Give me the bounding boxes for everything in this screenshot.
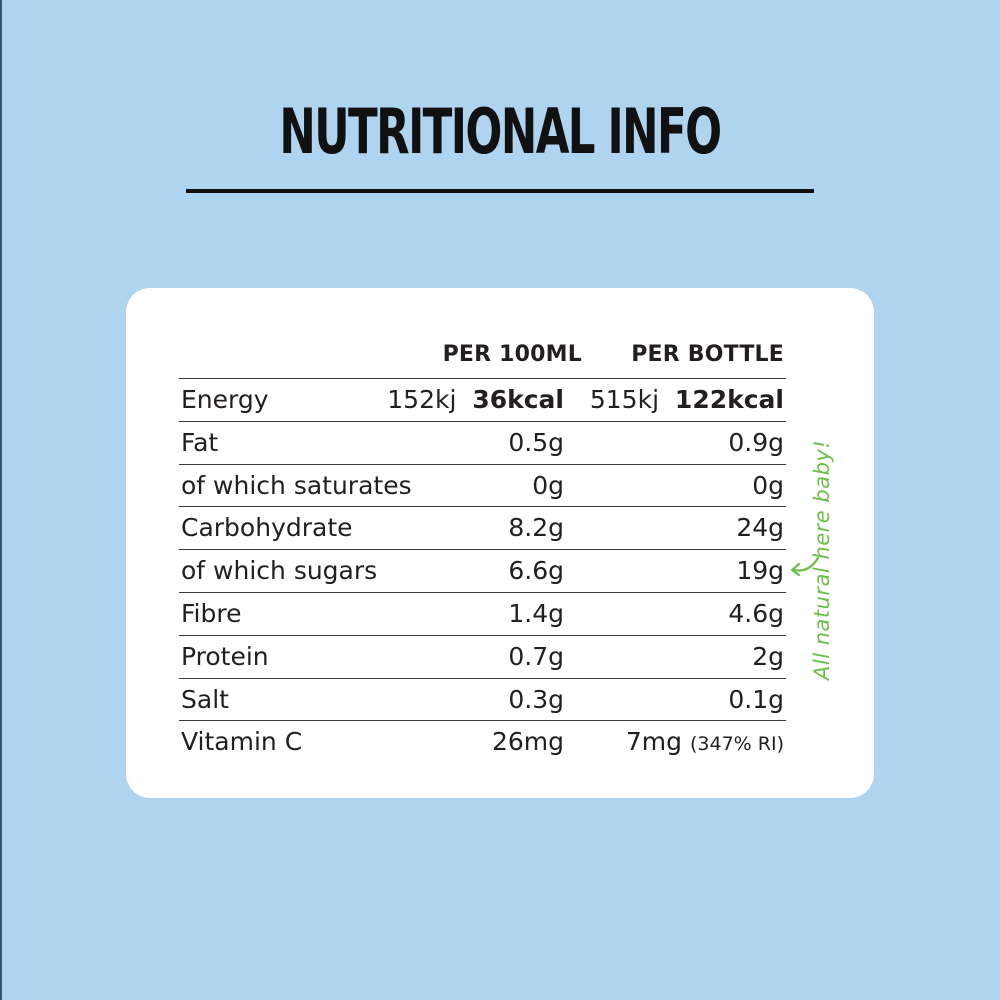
row-label: Fibre — [181, 598, 242, 628]
table-row-fat: Fat 0.5g 0.9g — [179, 420, 786, 464]
table-row-vitamin-c: Vitamin C 26mg 7mg (347% RI) — [179, 720, 786, 763]
table-row-fibre: Fibre 1.4g 4.6g — [179, 591, 786, 635]
value-per-100ml: 0g — [532, 470, 564, 500]
value-per-bottle: 0g — [752, 470, 784, 500]
table-row-protein: Protein 0.7g 2g — [179, 634, 786, 678]
row-label: of which saturates — [181, 470, 412, 500]
row-label: Energy — [181, 385, 269, 414]
value-per-100ml: 0.3g — [508, 684, 564, 714]
arrow-icon — [790, 556, 820, 577]
table-row-sugars: of which sugars 6.6g 19g — [179, 549, 786, 592]
value-per-bottle: 0.9g — [728, 427, 784, 457]
ri-note: (347% RI) — [690, 733, 784, 756]
row-label: Vitamin C — [181, 727, 303, 757]
value-per-100ml: 26mg — [491, 727, 564, 757]
nutrition-card: PER 100ML PER BOTTLE Energy 152kj 36kcal… — [126, 288, 874, 798]
energy-per-bottle: 515kj 122kcal — [589, 385, 784, 414]
value-per-100ml: 0.7g — [508, 641, 564, 671]
row-label: Fat — [181, 427, 219, 457]
value-per-100ml: 6.6g — [508, 556, 564, 586]
row-label: of which sugars — [181, 556, 378, 586]
row-label: Protein — [181, 641, 269, 671]
side-note: All natural here baby! — [810, 439, 834, 680]
table-row-salt: Salt 0.3g 0.1g — [179, 677, 786, 721]
value-per-100ml: 1.4g — [508, 598, 564, 628]
value-per-bottle: 7mg (347% RI) — [625, 727, 784, 757]
value-per-100ml: 8.2g — [508, 513, 564, 543]
value-per-bottle: 0.1g — [728, 684, 784, 714]
value-per-bottle: 19g — [736, 556, 784, 586]
row-label: Carbohydrate — [181, 513, 353, 543]
title-underline — [186, 189, 814, 193]
table-row-carbohydrate: Carbohydrate 8.2g 24g — [179, 506, 786, 549]
value-per-bottle: 4.6g — [728, 598, 784, 628]
left-edge-line — [0, 0, 2, 1000]
value-per-bottle: 2g — [752, 641, 784, 671]
page-title: NUTRITIONAL INFO — [279, 95, 722, 168]
value-per-bottle: 24g — [736, 513, 784, 543]
nutrition-table: PER 100ML PER BOTTLE Energy 152kj 36kcal… — [179, 332, 786, 763]
row-label: Salt — [181, 684, 229, 714]
value-per-100ml: 0.5g — [508, 427, 564, 457]
table-row-saturates: of which saturates 0g 0g — [179, 463, 786, 507]
per-bottle-header: PER BOTTLE — [631, 342, 784, 367]
energy-per-100ml: 152kj 36kcal — [387, 385, 564, 414]
table-row-energy: Energy 152kj 36kcal 515kj 122kcal — [179, 378, 786, 421]
table-header: PER 100ML PER BOTTLE — [179, 332, 786, 378]
per-100ml-header: PER 100ML — [442, 342, 582, 367]
